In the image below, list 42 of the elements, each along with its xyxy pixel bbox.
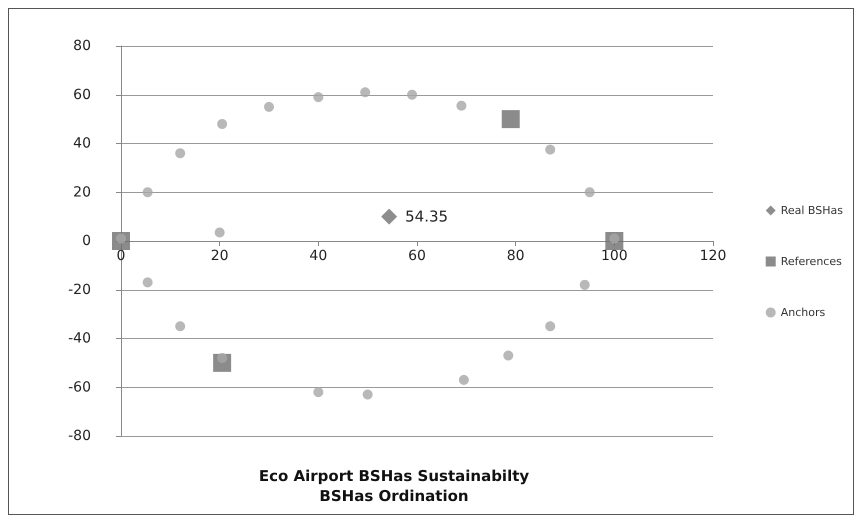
y-tick-label: -20	[68, 282, 91, 298]
point	[503, 350, 514, 361]
point	[407, 90, 418, 100]
y-tick-label: 0	[82, 233, 91, 249]
x-tick-label: 100	[600, 248, 628, 264]
point	[381, 208, 398, 225]
y-tick-label: 20	[73, 184, 91, 200]
point	[142, 277, 153, 288]
point	[214, 227, 225, 238]
point	[584, 187, 595, 198]
legend-label: Real BSHas	[780, 204, 844, 217]
x-tick-label: 20	[210, 248, 229, 264]
point	[217, 119, 228, 129]
point	[502, 110, 520, 128]
x-tick-label: 40	[309, 248, 328, 264]
x-tick-label: 80	[506, 248, 525, 264]
point	[545, 144, 556, 155]
legend-label: References	[780, 255, 842, 268]
text: Eco Airport BSHas Sustainabilty BSHas Ordination	[258, 467, 530, 505]
annotation: 54.35	[405, 208, 448, 226]
point	[313, 387, 324, 398]
y-tick-label: -60	[68, 379, 91, 396]
point	[175, 148, 186, 158]
point	[264, 102, 274, 112]
point	[545, 321, 556, 332]
point	[456, 100, 466, 111]
y-tick-label: -80	[68, 428, 91, 444]
point	[175, 321, 186, 332]
y-tick-label: 60	[73, 86, 91, 103]
x-tick-label: 60	[408, 248, 426, 264]
x-tick-label: 120	[700, 248, 726, 264]
x-tick-label: 0	[116, 248, 126, 264]
y-tick-label: -40	[68, 330, 91, 346]
y-tick-label: 80	[73, 38, 91, 54]
point	[362, 390, 373, 400]
point	[580, 280, 590, 290]
y-tick-label: 40	[73, 136, 91, 152]
legend-label: Anchors	[780, 306, 826, 319]
point	[458, 374, 469, 385]
point	[360, 87, 370, 98]
point	[142, 187, 153, 198]
point	[313, 92, 324, 102]
